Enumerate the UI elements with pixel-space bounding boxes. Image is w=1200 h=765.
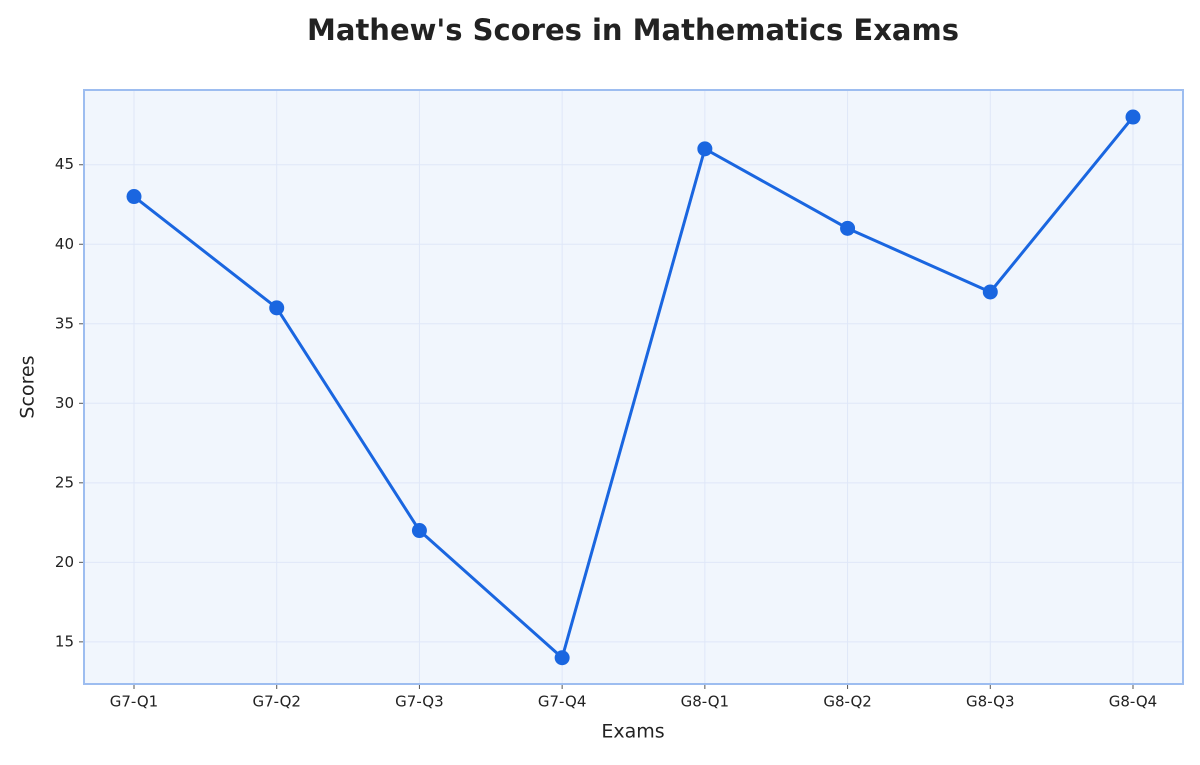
y-tick-label: 30 — [55, 394, 74, 412]
x-tick-label: G8-Q2 — [823, 693, 871, 711]
x-tick-label: G8-Q4 — [1109, 693, 1157, 711]
line — [133, 116, 1135, 661]
point — [554, 650, 570, 666]
point — [697, 141, 713, 157]
point — [840, 220, 856, 236]
point — [411, 523, 427, 539]
y-tick-label: 45 — [55, 155, 74, 173]
point — [126, 189, 142, 205]
chart-title: Mathew's Scores in Mathematics Exams — [307, 13, 959, 47]
y-tick-label: 40 — [55, 235, 74, 253]
y-axis-label: Scores — [17, 355, 39, 418]
x-axis-label: Exams — [601, 721, 664, 743]
y-tick-label: 35 — [55, 314, 74, 332]
point — [269, 300, 285, 316]
x-tick-label: G8-Q1 — [681, 693, 729, 711]
plot-border — [83, 89, 1184, 685]
plot-background — [84, 90, 1183, 684]
x-tick-label: G7-Q3 — [395, 693, 443, 711]
x-tick-label: G7-Q2 — [252, 693, 300, 711]
x-tick-label: G7-Q1 — [110, 693, 158, 711]
y-tick-label: 15 — [55, 632, 74, 650]
point — [982, 284, 998, 300]
y-tick-label: 25 — [55, 473, 74, 491]
x-tick-label: G7-Q4 — [538, 693, 586, 711]
point — [1125, 109, 1141, 125]
x-tick-label: G8-Q3 — [966, 693, 1014, 711]
y-tick-label: 20 — [55, 553, 74, 571]
